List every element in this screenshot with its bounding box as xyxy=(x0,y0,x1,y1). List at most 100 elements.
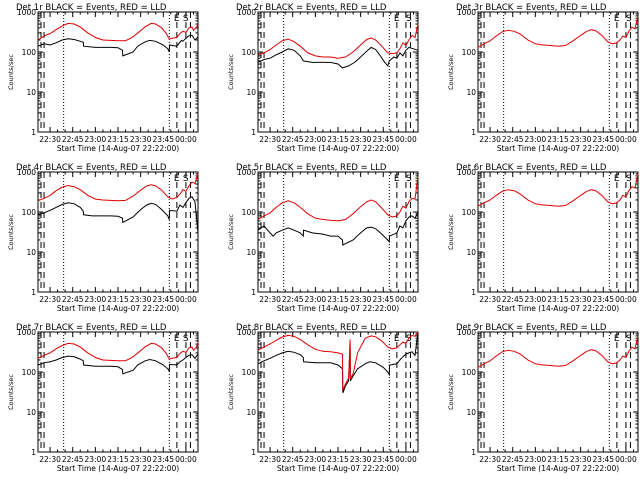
series-line-lld xyxy=(477,173,639,207)
y-tick-label: 1 xyxy=(471,448,476,457)
y-tick-label: 1 xyxy=(471,288,476,297)
x-axis-label: Start Time (14-Aug-07 22:22:00) xyxy=(57,144,179,153)
y-tick-label: 1000 xyxy=(17,168,36,177)
x-tick-label: 23:45 xyxy=(152,135,174,144)
detector-panel-5: Det 5r BLACK = Events, RED = LLD 1 10 100 10… xyxy=(227,163,419,313)
detector-panel-2: Det 2r BLACK = Events, RED = LLD 1 10 100 10… xyxy=(227,3,419,153)
y-tick-label: 100 xyxy=(242,208,257,217)
x-tick-label: 22:30 xyxy=(259,295,281,304)
detector-panel-6: Det 6r BLACK = Events, RED = LLD 1 10 100 10… xyxy=(447,163,639,313)
x-tick-label: 22:30 xyxy=(479,455,501,464)
x-tick-label: 23:00 xyxy=(85,135,107,144)
y-tick-label: 100 xyxy=(462,208,477,217)
x-tick-label: 23:45 xyxy=(372,295,394,304)
plot-frame xyxy=(477,331,639,453)
series-line-lld xyxy=(477,15,639,48)
plot-frame xyxy=(257,11,419,133)
y-tick-label: 1000 xyxy=(457,168,476,177)
y-tick-label: 1000 xyxy=(17,8,36,17)
x-tick-label: 22:30 xyxy=(39,455,61,464)
x-tick-label: 22:45 xyxy=(502,455,524,464)
x-tick-label: 22:45 xyxy=(282,455,304,464)
panel-title: Det 4r BLACK = Events, RED = LLD xyxy=(16,163,167,173)
series-line-events xyxy=(37,196,199,233)
x-tick-label: 23:30 xyxy=(130,295,152,304)
x-axis-label: Start Time (14-Aug-07 22:22:00) xyxy=(277,144,399,153)
x-tick-label: 00:00 xyxy=(395,295,417,304)
x-tick-label: 00:00 xyxy=(615,295,637,304)
x-tick-label: 22:45 xyxy=(62,135,84,144)
series-line-lld xyxy=(257,175,419,222)
x-tick-label: 23:45 xyxy=(152,455,174,464)
y-tick-label: 1 xyxy=(251,128,256,137)
y-tick-label: 1 xyxy=(31,288,36,297)
y-tick-label: 1 xyxy=(471,128,476,137)
y-tick-label: 100 xyxy=(242,368,257,377)
x-tick-label: 23:45 xyxy=(592,135,614,144)
x-tick-label: 22:45 xyxy=(62,455,84,464)
x-tick-label: 23:00 xyxy=(305,455,327,464)
x-tick-label: 22:30 xyxy=(259,455,281,464)
panel-title: Det 8r BLACK = Events, RED = LLD xyxy=(236,323,387,333)
y-tick-label: 100 xyxy=(22,48,37,57)
x-tick-label: 23:15 xyxy=(547,455,569,464)
y-tick-label: 1 xyxy=(31,448,36,457)
detector-panel-8: Det 8r BLACK = Events, RED = LLD 1 10 100 10… xyxy=(227,323,419,473)
x-tick-label: 23:15 xyxy=(107,455,129,464)
y-tick-label: 10 xyxy=(466,408,476,417)
x-tick-label: 22:45 xyxy=(62,295,84,304)
x-tick-label: 23:15 xyxy=(547,135,569,144)
panel-title: Det 7r BLACK = Events, RED = LLD xyxy=(16,323,167,333)
x-tick-label: 23:30 xyxy=(130,135,152,144)
plot-frame xyxy=(37,11,199,133)
series-line-events xyxy=(257,211,419,246)
plot-frame xyxy=(37,331,199,453)
x-tick-label: 00:00 xyxy=(175,295,197,304)
panel-title: Det 6r BLACK = Events, RED = LLD xyxy=(456,163,607,173)
series-line-lld xyxy=(257,331,419,391)
x-tick-label: 23:45 xyxy=(152,295,174,304)
x-tick-label: 23:00 xyxy=(525,135,547,144)
x-tick-label: 23:00 xyxy=(305,135,327,144)
detector-panel-3: Det 3r BLACK = Events, RED = LLD 1 10 100 10… xyxy=(447,3,639,153)
x-tick-label: 23:00 xyxy=(85,455,107,464)
x-tick-label: 00:00 xyxy=(175,135,197,144)
y-axis-label: Counts/sec xyxy=(7,374,15,410)
event-marker-label: E xyxy=(174,174,180,184)
x-tick-label: 00:00 xyxy=(395,135,417,144)
x-axis-label: Start Time (14-Aug-07 22:22:00) xyxy=(497,464,619,473)
event-marker-label: S xyxy=(406,14,412,24)
x-axis-label: Start Time (14-Aug-07 22:22:00) xyxy=(277,304,399,313)
series-line-lld xyxy=(477,335,639,368)
y-tick-label: 10 xyxy=(466,248,476,257)
x-axis-label: Start Time (14-Aug-07 22:22:00) xyxy=(497,144,619,153)
y-axis-label: Counts/sec xyxy=(447,374,455,410)
event-marker-label: E xyxy=(394,14,400,24)
y-tick-label: 10 xyxy=(26,408,36,417)
event-marker-label: S xyxy=(626,14,632,24)
y-tick-label: 1 xyxy=(251,288,256,297)
x-axis-label: Start Time (14-Aug-07 22:22:00) xyxy=(57,304,179,313)
plot-frame xyxy=(37,171,199,293)
series-line-lld xyxy=(37,342,199,362)
detector-panel-4: Det 4r BLACK = Events, RED = LLD 1 10 100 10… xyxy=(7,163,199,313)
y-axis-label: Counts/sec xyxy=(227,214,235,250)
series-line-events xyxy=(37,34,199,57)
y-tick-label: 10 xyxy=(246,88,256,97)
y-axis-label: Counts/sec xyxy=(447,54,455,90)
x-tick-label: 23:30 xyxy=(130,455,152,464)
event-marker-label: E xyxy=(614,174,620,184)
x-tick-label: 22:45 xyxy=(502,295,524,304)
x-tick-label: 23:15 xyxy=(327,135,349,144)
x-tick-label: 00:00 xyxy=(615,455,637,464)
y-tick-label: 1000 xyxy=(237,168,256,177)
y-tick-label: 10 xyxy=(246,408,256,417)
detector-panel-1: Det 1r BLACK = Events, RED = LLD 1 10 100 10… xyxy=(7,3,199,153)
x-tick-label: 23:00 xyxy=(525,295,547,304)
x-tick-label: 22:30 xyxy=(39,135,61,144)
y-axis-label: Counts/sec xyxy=(7,214,15,250)
detector-panel-9: Det 9r BLACK = Events, RED = LLD 1 10 100 10… xyxy=(447,323,639,473)
y-axis-label: Counts/sec xyxy=(7,54,15,90)
